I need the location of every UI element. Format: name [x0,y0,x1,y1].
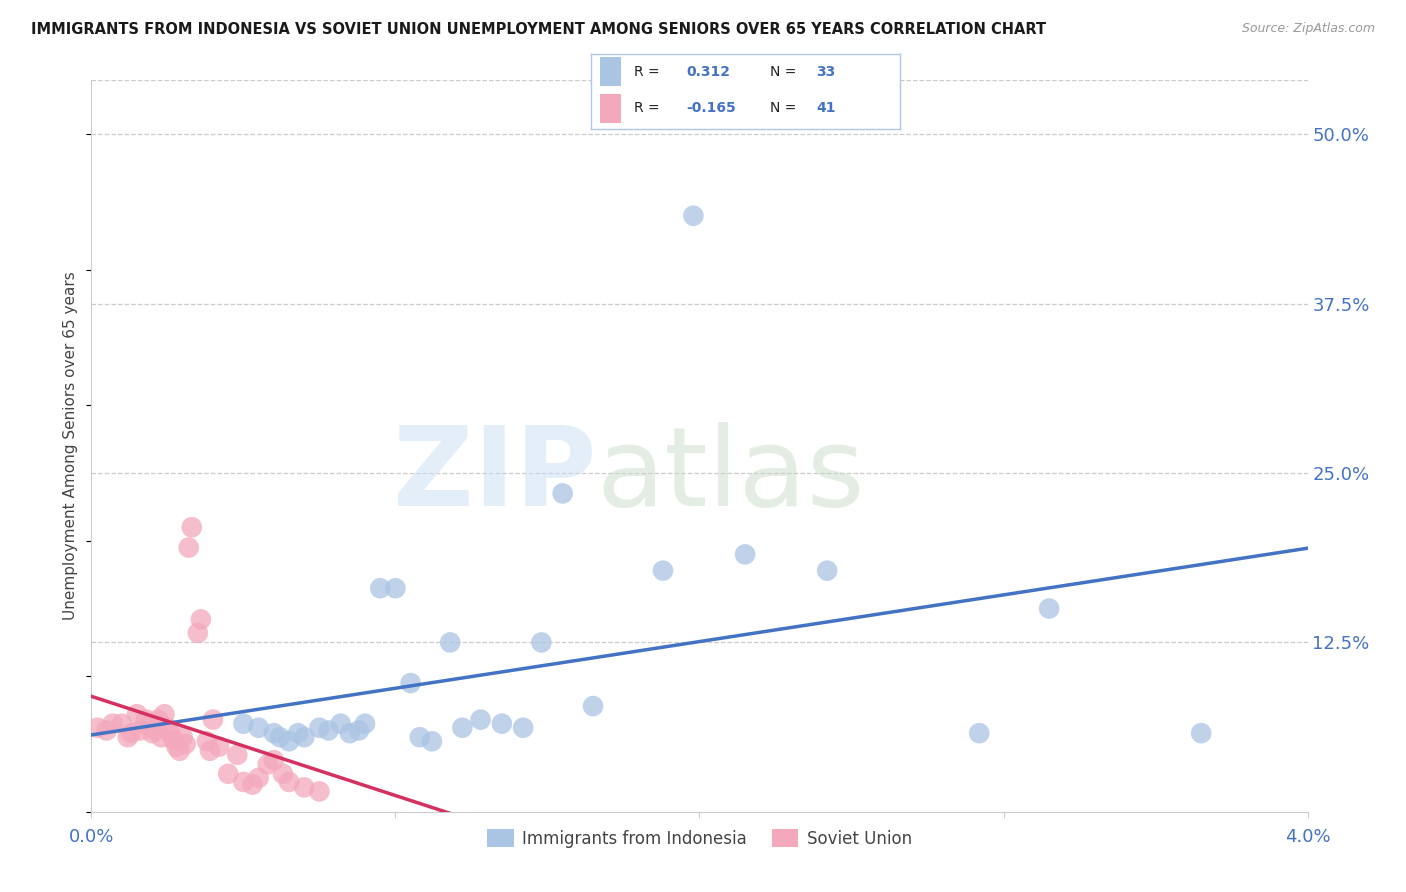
Text: 0.312: 0.312 [686,65,730,78]
Point [530,635,553,649]
Point [682,209,704,223]
Point [1189,726,1212,740]
Legend: Immigrants from Indonesia, Soviet Union: Immigrants from Indonesia, Soviet Union [481,822,918,855]
Text: Source: ZipAtlas.com: Source: ZipAtlas.com [1241,22,1375,36]
Point [135,713,157,727]
Point [125,707,148,722]
Point [287,726,309,740]
Point [339,726,361,740]
Text: N =: N = [770,65,800,78]
Point [150,730,173,744]
Point [278,734,301,748]
Text: atlas: atlas [596,422,865,529]
Text: 0.0%: 0.0% [69,829,114,847]
Text: ZIP: ZIP [392,422,596,529]
Point [202,713,225,727]
Point [172,730,194,744]
Point [308,721,330,735]
Point [652,564,675,578]
Point [247,771,270,785]
Point [232,775,254,789]
Point [329,716,352,731]
Point [551,486,574,500]
Point [247,721,270,735]
Text: 41: 41 [817,101,835,115]
Point [815,564,838,578]
Point [120,726,142,740]
Point [512,721,534,735]
Point [156,721,179,735]
Point [232,716,254,731]
Point [967,726,990,740]
Point [439,635,461,649]
Text: 33: 33 [817,65,835,78]
Point [169,744,191,758]
Point [208,739,231,754]
Text: N =: N = [770,101,800,115]
Text: -0.165: -0.165 [686,101,737,115]
Point [368,581,391,595]
Point [111,716,134,731]
Point [420,734,443,748]
Point [226,747,249,762]
Point [399,676,422,690]
Point [409,730,432,744]
Point [217,766,239,780]
Point [198,744,221,758]
Point [318,723,340,738]
Text: R =: R = [634,65,664,78]
Text: 4.0%: 4.0% [1285,829,1330,847]
Point [86,721,108,735]
Point [96,723,118,738]
Point [384,581,406,595]
FancyBboxPatch shape [600,57,621,87]
Point [256,757,278,772]
Point [159,726,181,740]
Point [269,730,291,744]
Point [129,723,152,738]
Point [278,775,301,789]
Point [582,699,605,714]
Point [292,730,315,744]
Point [491,716,513,731]
Point [190,612,212,626]
Point [117,730,139,744]
Point [242,778,264,792]
Point [451,721,474,735]
Point [143,723,166,738]
Point [187,626,209,640]
Point [177,541,200,555]
Point [148,713,170,727]
Point [263,753,285,767]
Point [162,733,184,747]
Point [174,737,197,751]
Point [292,780,315,795]
Point [153,707,176,722]
Y-axis label: Unemployment Among Seniors over 65 years: Unemployment Among Seniors over 65 years [63,272,79,620]
Point [347,723,370,738]
Point [263,726,285,740]
Point [141,726,163,740]
Point [1038,601,1060,615]
Point [180,520,202,534]
Point [734,547,756,561]
Text: R =: R = [634,101,664,115]
Point [166,739,188,754]
Point [354,716,377,731]
Point [101,716,124,731]
Point [271,766,294,780]
Text: IMMIGRANTS FROM INDONESIA VS SOVIET UNION UNEMPLOYMENT AMONG SENIORS OVER 65 YEA: IMMIGRANTS FROM INDONESIA VS SOVIET UNIO… [31,22,1046,37]
Point [308,784,330,798]
Point [195,734,218,748]
FancyBboxPatch shape [600,94,621,122]
Point [470,713,492,727]
Point [138,719,160,733]
